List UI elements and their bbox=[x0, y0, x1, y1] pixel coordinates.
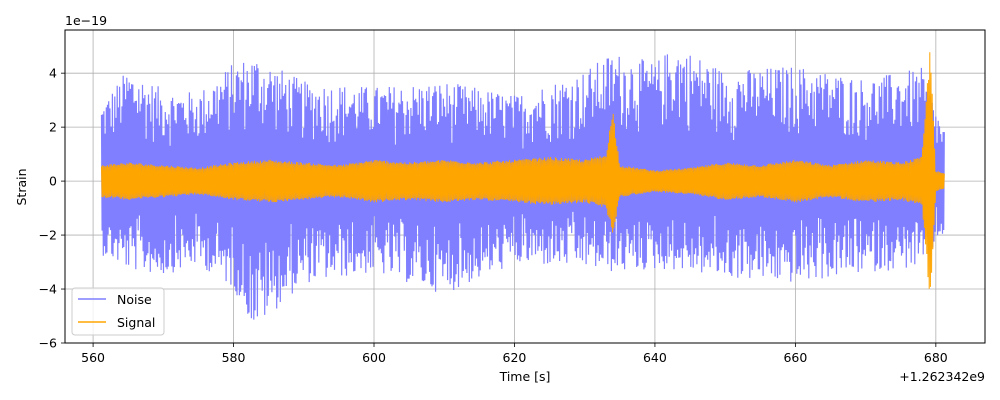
y-tick-label: −4 bbox=[39, 282, 57, 297]
x-tick-label: 600 bbox=[362, 350, 386, 365]
y-tick-label: 4 bbox=[49, 66, 57, 81]
y-tick-label: 2 bbox=[49, 120, 57, 135]
tick-layer: 560 580 600 620 640 660 680 −6 −4 −2 0 2 4 bbox=[39, 66, 948, 365]
y-tick-label: −6 bbox=[39, 336, 57, 351]
series-line-signal bbox=[101, 52, 945, 289]
x-tick-label: 620 bbox=[503, 350, 527, 365]
y-axis-label: Strain bbox=[14, 168, 29, 205]
x-tick-label: 660 bbox=[783, 350, 807, 365]
y-tick-label: 0 bbox=[49, 174, 57, 189]
y-tick-label: −2 bbox=[39, 228, 57, 243]
x-tick-label: 560 bbox=[81, 350, 105, 365]
legend: Noise Signal bbox=[71, 287, 165, 336]
series-layer bbox=[100, 52, 945, 320]
x-offset-label: +1.262342e9 bbox=[899, 369, 985, 384]
legend-label-signal: Signal bbox=[117, 315, 155, 330]
x-tick-label: 580 bbox=[222, 350, 246, 365]
plot-frame bbox=[64, 29, 986, 344]
x-axis-label: Time [s] bbox=[499, 369, 551, 384]
x-tick-label: 680 bbox=[924, 350, 948, 365]
legend-label-noise: Noise bbox=[117, 292, 152, 307]
x-tick-label: 640 bbox=[643, 350, 667, 365]
y-scale-label: 1e−19 bbox=[65, 13, 107, 28]
series-line-noise bbox=[100, 54, 945, 320]
